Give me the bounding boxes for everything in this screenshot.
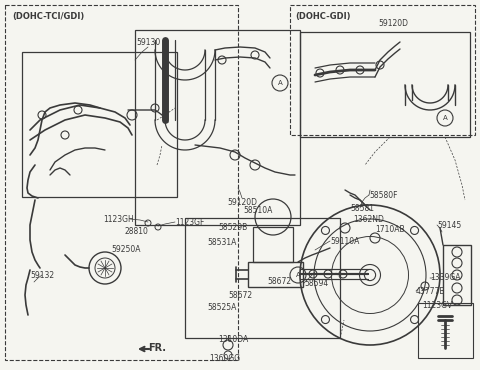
Text: A: A bbox=[296, 272, 300, 278]
Text: 59120D: 59120D bbox=[227, 198, 257, 207]
Text: 1360GG: 1360GG bbox=[209, 354, 240, 363]
Bar bbox=[248, 262, 303, 287]
Text: 59250A: 59250A bbox=[111, 245, 141, 254]
Text: 1710AB: 1710AB bbox=[375, 225, 405, 233]
Text: 1123GV: 1123GV bbox=[422, 301, 452, 310]
Text: A: A bbox=[443, 115, 447, 121]
Bar bbox=[418, 303, 473, 358]
Text: 58580F: 58580F bbox=[369, 191, 397, 199]
Text: 58510A: 58510A bbox=[243, 206, 272, 215]
Text: 59110A: 59110A bbox=[330, 236, 360, 246]
Bar bbox=[135, 30, 300, 225]
Text: 43777B: 43777B bbox=[416, 286, 445, 296]
Bar bbox=[22, 52, 177, 197]
Bar bbox=[300, 32, 470, 137]
Bar bbox=[443, 245, 471, 305]
Text: 1362ND: 1362ND bbox=[353, 215, 384, 223]
Text: 58531A: 58531A bbox=[207, 238, 236, 246]
Bar bbox=[185, 218, 340, 338]
Text: FR.: FR. bbox=[148, 343, 166, 353]
Text: 58581: 58581 bbox=[350, 204, 374, 212]
Text: 58672: 58672 bbox=[267, 278, 291, 286]
Bar bbox=[290, 5, 475, 135]
Text: 59145: 59145 bbox=[437, 221, 461, 229]
Text: A: A bbox=[277, 80, 282, 86]
Text: 58525A: 58525A bbox=[207, 303, 236, 312]
Text: 1339GA: 1339GA bbox=[430, 273, 460, 283]
Bar bbox=[253, 227, 293, 262]
Text: 1123GH: 1123GH bbox=[103, 215, 134, 223]
Text: 58672: 58672 bbox=[228, 290, 252, 299]
Bar bbox=[5, 5, 238, 360]
Text: 1310DA: 1310DA bbox=[218, 334, 248, 343]
Text: (DOHC-GDI): (DOHC-GDI) bbox=[295, 12, 350, 21]
Text: 59120D: 59120D bbox=[378, 19, 408, 28]
Text: 58529B: 58529B bbox=[218, 222, 247, 232]
Text: 1123GF: 1123GF bbox=[175, 218, 204, 226]
Text: 59132: 59132 bbox=[30, 270, 54, 279]
Text: 58594: 58594 bbox=[304, 279, 328, 287]
Text: 28810: 28810 bbox=[124, 227, 148, 236]
Text: 59130: 59130 bbox=[136, 38, 160, 47]
Text: (DOHC-TCI/GDI): (DOHC-TCI/GDI) bbox=[12, 12, 84, 21]
